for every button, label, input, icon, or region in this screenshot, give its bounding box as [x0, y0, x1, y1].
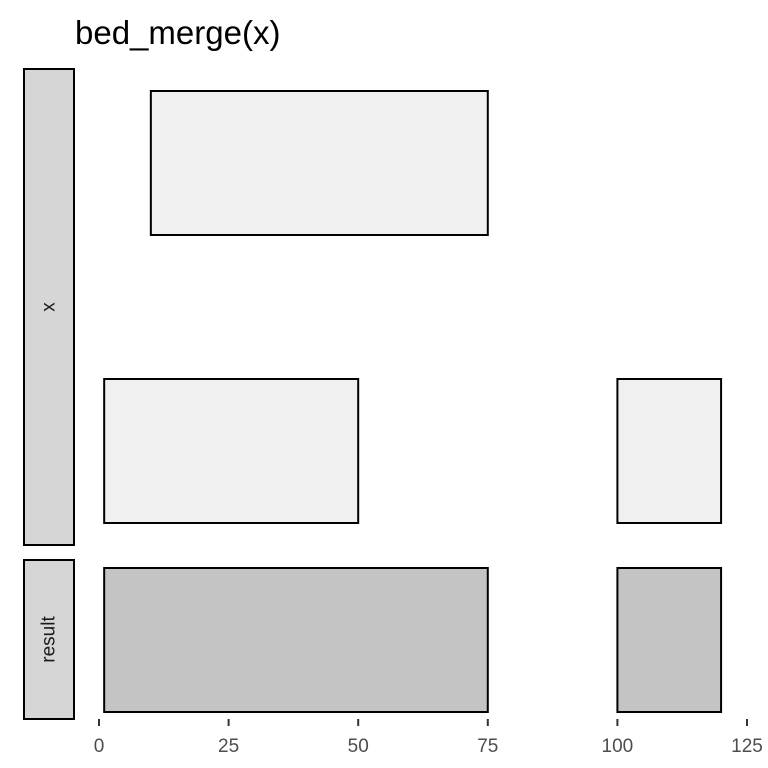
chart-title: bed_merge(x): [75, 14, 280, 51]
facet-strip-x: [23, 68, 75, 546]
facet-strip-result: [23, 559, 75, 720]
interval-x-1: [103, 378, 360, 524]
interval-result-1: [616, 567, 723, 713]
facet-strip-label-result: result: [39, 616, 60, 663]
interval-marks: [103, 90, 723, 713]
facet-strip-label-x: x: [39, 302, 60, 312]
interval-result-0: [103, 567, 489, 713]
x-axis: 0 25 50 75 100 125: [94, 719, 763, 757]
x-tick-label-125: 125: [731, 736, 763, 757]
facet-strips: x result: [23, 68, 75, 720]
x-tick-label-25: 25: [218, 736, 239, 757]
x-tick-label-75: 75: [477, 736, 498, 757]
interval-x-2: [616, 378, 723, 524]
interval-x-0: [149, 90, 489, 236]
x-tick-label-0: 0: [94, 736, 105, 757]
x-tick-label-50: 50: [348, 736, 369, 757]
x-tick-label-100: 100: [602, 736, 634, 757]
